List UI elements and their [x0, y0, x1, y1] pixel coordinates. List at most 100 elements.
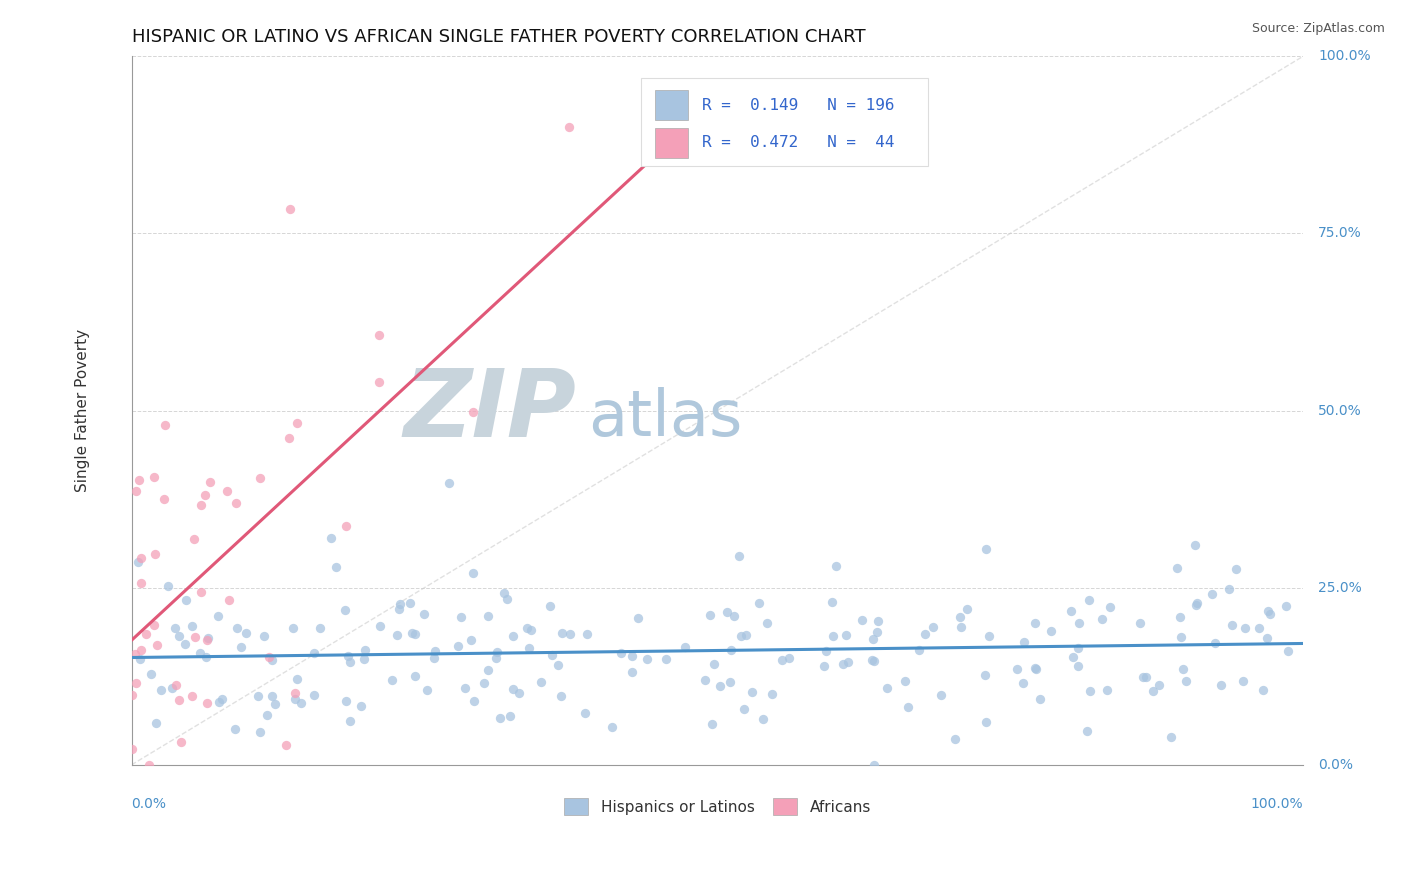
Point — [225, 496, 247, 510]
Point — [538, 599, 561, 614]
Point — [333, 603, 356, 617]
Point — [218, 592, 240, 607]
Point — [1132, 670, 1154, 684]
Point — [460, 632, 482, 647]
Text: 25.0%: 25.0% — [1319, 581, 1362, 595]
Point — [862, 757, 884, 772]
Point — [894, 673, 917, 688]
Point — [276, 739, 298, 753]
Point — [756, 616, 779, 631]
Point — [249, 471, 271, 485]
Point — [381, 673, 404, 687]
Point — [976, 542, 998, 557]
Point — [673, 640, 696, 654]
Point — [897, 700, 920, 714]
Point — [404, 626, 426, 640]
Point — [821, 629, 844, 643]
Point — [157, 579, 180, 593]
Point — [730, 629, 752, 643]
Point — [169, 629, 191, 643]
Point — [124, 484, 146, 499]
Point — [278, 202, 301, 217]
Point — [350, 699, 373, 714]
Point — [876, 681, 898, 695]
Point — [748, 596, 770, 610]
Point — [499, 709, 522, 723]
Point — [253, 629, 276, 643]
Point — [249, 724, 271, 739]
Point — [551, 626, 574, 640]
Point — [761, 687, 783, 701]
Point — [1025, 662, 1047, 676]
Point — [195, 633, 218, 648]
Point — [412, 607, 434, 621]
Point — [1257, 604, 1279, 618]
Point — [284, 685, 307, 699]
Point — [1076, 724, 1098, 739]
Point — [735, 627, 758, 641]
Point — [235, 626, 257, 640]
Point — [1067, 616, 1090, 631]
Bar — [655, 128, 688, 158]
Point — [188, 647, 211, 661]
Point — [508, 686, 530, 700]
Point — [195, 696, 218, 710]
Point — [257, 649, 280, 664]
Point — [485, 650, 508, 665]
Point — [723, 608, 745, 623]
Point — [558, 120, 581, 135]
Text: Source: ZipAtlas.com: Source: ZipAtlas.com — [1251, 22, 1385, 36]
Text: 50.0%: 50.0% — [1319, 403, 1362, 417]
Point — [709, 679, 731, 693]
Point — [153, 492, 176, 507]
Point — [530, 675, 553, 690]
Point — [1062, 650, 1084, 665]
Point — [832, 657, 855, 671]
Point — [309, 621, 332, 635]
Point — [496, 592, 519, 607]
Point — [1166, 561, 1188, 575]
Point — [866, 624, 889, 639]
Point — [602, 720, 624, 734]
Point — [138, 757, 160, 772]
Point — [516, 622, 538, 636]
Point — [494, 586, 516, 600]
Point — [699, 607, 721, 622]
Point — [180, 618, 202, 632]
Point — [1168, 610, 1191, 624]
Point — [718, 674, 741, 689]
Point — [956, 602, 979, 616]
Point — [560, 627, 582, 641]
Point — [973, 668, 995, 682]
Point — [190, 498, 212, 512]
Point — [488, 711, 510, 725]
Point — [1220, 618, 1243, 632]
Point — [207, 609, 229, 624]
Point — [1078, 593, 1101, 607]
Point — [368, 376, 391, 390]
Point — [121, 688, 143, 702]
Point — [626, 611, 648, 625]
Point — [1175, 673, 1198, 688]
Point — [167, 692, 190, 706]
Point — [943, 731, 966, 746]
Point — [837, 656, 859, 670]
Point — [1129, 615, 1152, 630]
Point — [733, 702, 755, 716]
Point — [1249, 621, 1271, 635]
Bar — [655, 90, 688, 120]
Point — [1024, 661, 1046, 675]
Point — [778, 651, 800, 665]
Point — [388, 597, 411, 611]
Point — [1277, 644, 1299, 658]
FancyBboxPatch shape — [641, 78, 928, 166]
Point — [609, 647, 631, 661]
Point — [655, 652, 678, 666]
Point — [620, 648, 643, 663]
Point — [197, 631, 219, 645]
Point — [260, 653, 283, 667]
Point — [195, 649, 218, 664]
Point — [454, 681, 477, 695]
Point — [1251, 683, 1274, 698]
Point — [950, 620, 973, 634]
